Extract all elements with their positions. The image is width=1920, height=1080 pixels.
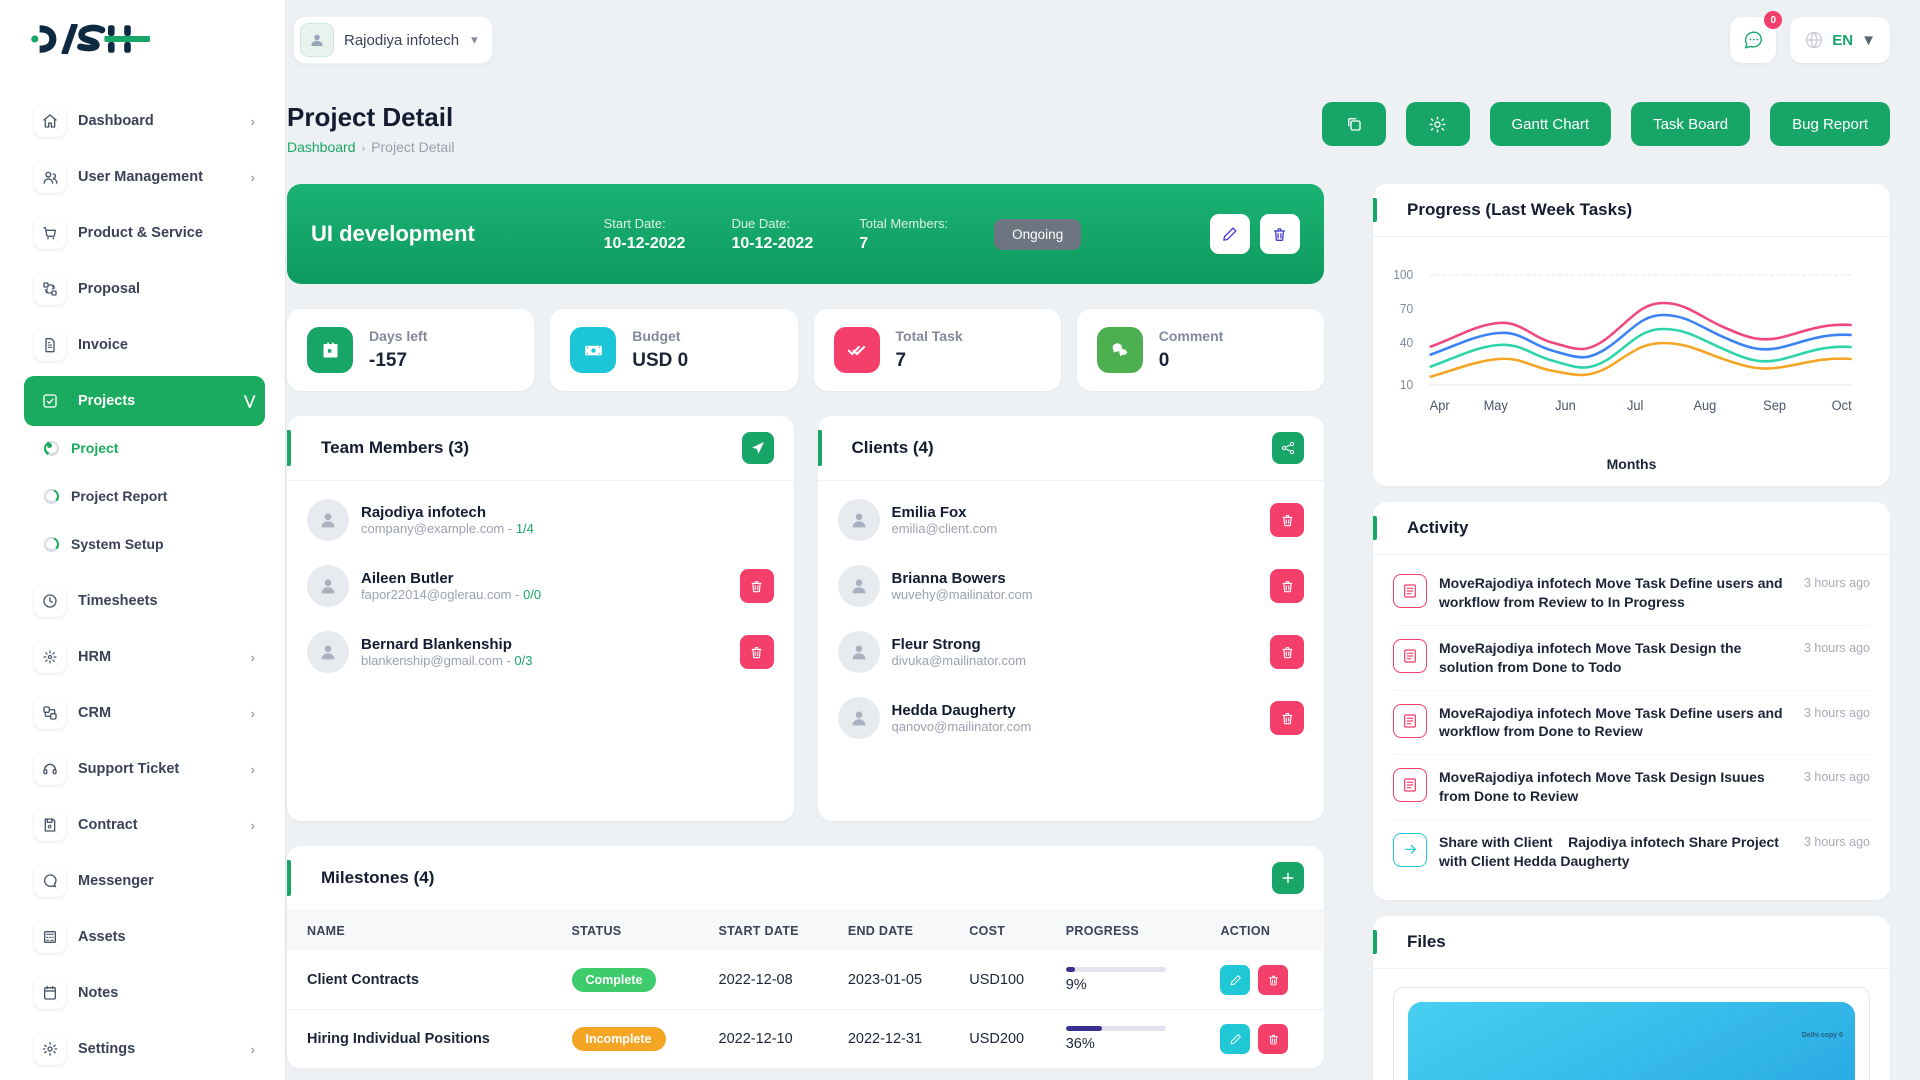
svg-text:May: May bbox=[1484, 397, 1509, 413]
svg-text:10: 10 bbox=[1400, 378, 1413, 393]
svg-text:Jun: Jun bbox=[1555, 397, 1576, 413]
svg-text:Oct: Oct bbox=[1832, 397, 1852, 413]
svg-text:Jul: Jul bbox=[1627, 397, 1643, 413]
svg-text:Apr: Apr bbox=[1430, 397, 1450, 413]
svg-text:Aug: Aug bbox=[1693, 397, 1716, 413]
svg-text:Sep: Sep bbox=[1763, 397, 1786, 413]
svg-text:40: 40 bbox=[1400, 336, 1413, 351]
svg-text:70: 70 bbox=[1400, 302, 1413, 317]
svg-text:100: 100 bbox=[1393, 268, 1413, 283]
